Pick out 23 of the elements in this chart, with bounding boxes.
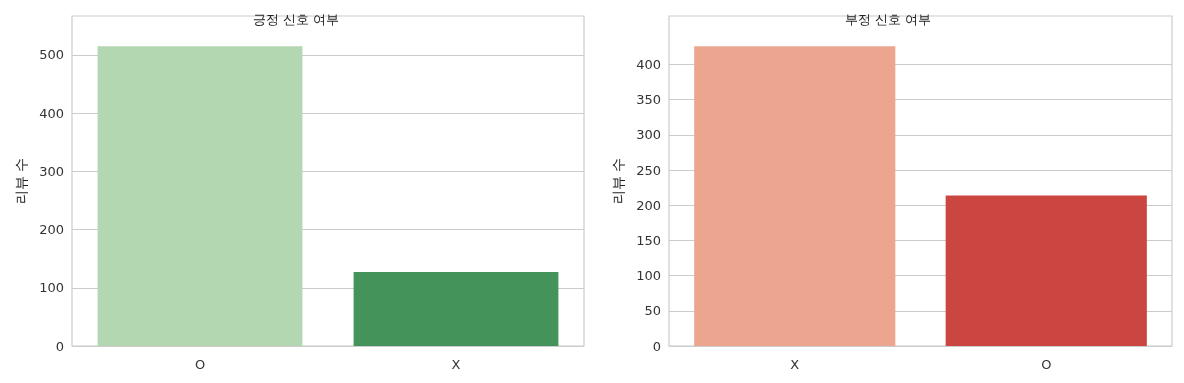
y-tick-label: 100 xyxy=(39,280,64,296)
y-axis-title: 리뷰 수 xyxy=(13,157,30,205)
chart-title: 부정 신호 여부 xyxy=(844,12,932,27)
x-tick-label: X xyxy=(790,357,800,372)
y-tick-label: 0 xyxy=(55,338,64,354)
y-tick-label: 100 xyxy=(636,268,661,284)
x-tick-label: O xyxy=(194,357,206,372)
y-tick-label: 0 xyxy=(652,338,661,354)
y-axis-title: 리뷰 수 xyxy=(610,157,627,205)
y-tick-label: 50 xyxy=(644,303,661,319)
y-tick-label: 300 xyxy=(636,127,661,143)
y-tick-label: 300 xyxy=(39,163,64,179)
y-tick-label: 200 xyxy=(636,197,661,213)
y-tick-label: 400 xyxy=(636,57,661,73)
x-tick-label: O xyxy=(1041,357,1052,372)
y-tick-label: 150 xyxy=(636,232,661,248)
y-tick-label: 250 xyxy=(636,162,661,178)
y-tick-label: 350 xyxy=(636,92,661,108)
y-tick-label: 500 xyxy=(39,47,64,63)
y-tick-label: 200 xyxy=(39,222,64,238)
y-tick-label: 400 xyxy=(39,105,64,121)
chart-title: 긍정 신호 여부 xyxy=(252,12,340,27)
x-tick-label: X xyxy=(451,357,461,372)
